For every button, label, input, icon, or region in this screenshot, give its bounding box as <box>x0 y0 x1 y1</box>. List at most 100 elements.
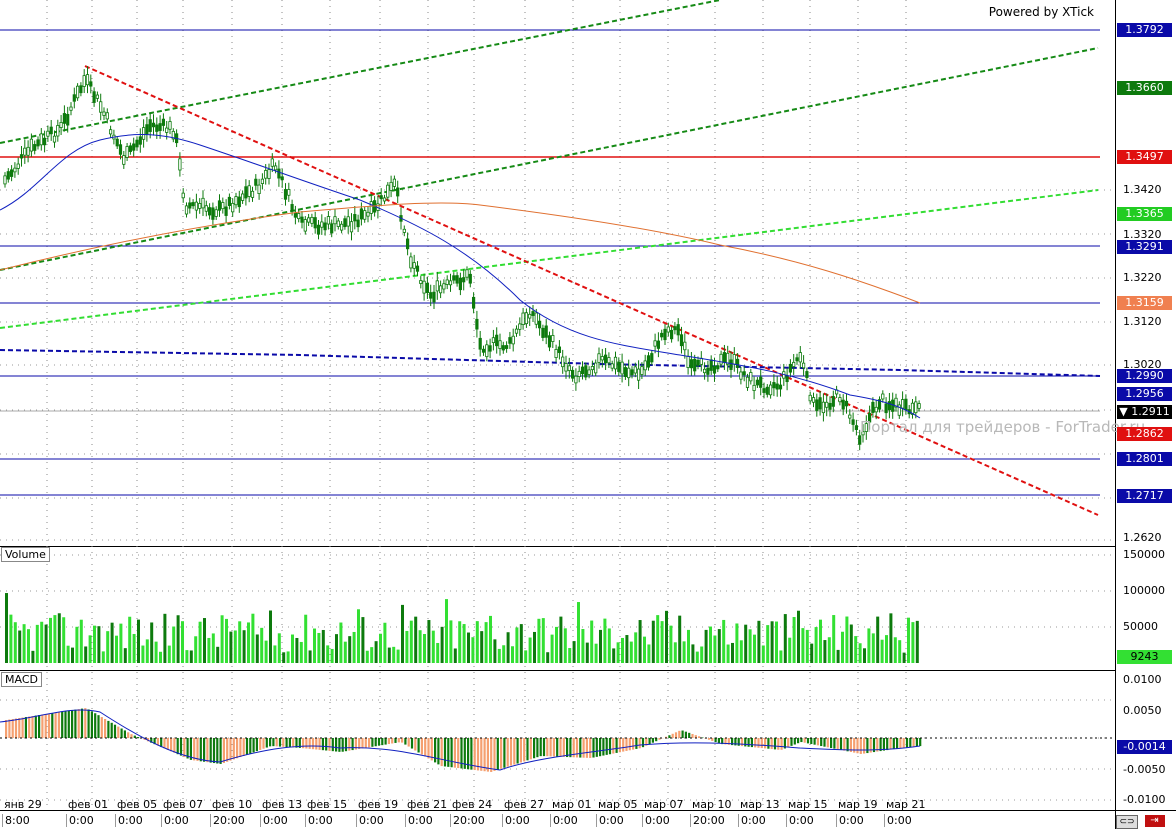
candle-body <box>795 357 799 362</box>
macd-bar <box>549 738 552 757</box>
macd-bar <box>186 738 189 759</box>
candle-body <box>178 158 182 171</box>
candle-body <box>85 74 90 86</box>
macd-bar <box>5 720 8 738</box>
candle-body <box>580 366 585 375</box>
candle-body <box>138 136 142 145</box>
candle-body <box>445 279 449 285</box>
price-tick: 1.3020 <box>1123 358 1162 371</box>
macd-bar <box>308 738 311 749</box>
macd-bar <box>651 738 654 743</box>
candle-body <box>914 401 918 414</box>
date-label: фев 19 <box>358 798 399 811</box>
price-tag: 1.3497 <box>1117 150 1172 164</box>
macd-tick: -0.0050 <box>1123 763 1166 776</box>
candle-body <box>646 355 651 368</box>
volume-pane-label: Volume <box>1 547 50 562</box>
time-label: 0:00 <box>405 814 433 827</box>
exit-icon[interactable]: ⇥ <box>1144 815 1165 827</box>
macd-bar <box>486 738 489 772</box>
candle-body <box>689 359 694 369</box>
price-tag: 1.3365 <box>1117 207 1172 221</box>
candle-body <box>719 353 723 365</box>
candle-body <box>511 335 515 345</box>
volume-bar <box>53 615 57 663</box>
macd-bar <box>615 738 618 753</box>
volume-bar <box>629 641 633 663</box>
macd-bar <box>44 714 47 738</box>
candle-body <box>841 399 845 410</box>
volume-bar <box>489 615 492 663</box>
macd-bar <box>638 738 641 749</box>
volume-bar <box>225 618 228 663</box>
volume-bar <box>357 609 360 663</box>
volume-bar <box>348 636 352 663</box>
candle-body <box>884 403 888 414</box>
candle-body <box>891 399 895 412</box>
candle-body <box>349 221 354 233</box>
candle-body <box>353 214 357 222</box>
macd-bar <box>856 738 859 754</box>
volume-bar <box>330 648 334 663</box>
candle-body <box>792 361 796 367</box>
macd-bar <box>863 738 866 754</box>
candle-body <box>590 366 595 371</box>
volume-bar <box>159 651 162 663</box>
volume-bar <box>251 613 255 663</box>
candle-body <box>191 202 195 207</box>
link-icon[interactable]: ⊂⊃ <box>1116 815 1138 829</box>
candle-body <box>709 359 713 371</box>
macd-bar <box>57 712 60 738</box>
volume-bar <box>110 622 114 663</box>
date-label: мар 21 <box>886 798 926 811</box>
macd-bar <box>490 738 493 772</box>
time-label: 0:00 <box>356 814 384 827</box>
macd-bar <box>203 738 206 762</box>
volume-bar <box>22 624 26 663</box>
volume-bar <box>75 626 79 663</box>
date-label: фев 01 <box>68 798 109 811</box>
volume-bar <box>581 629 585 663</box>
candle-body <box>894 397 898 408</box>
macd-bar <box>622 738 625 752</box>
macd-bar <box>503 738 506 768</box>
candle-body <box>755 379 760 386</box>
volume-bar <box>700 646 704 663</box>
candle-body <box>514 328 519 334</box>
macd-tick: 0.0100 <box>1123 673 1162 686</box>
macd-bar <box>747 738 750 747</box>
candle-body <box>736 358 740 368</box>
candle-body <box>633 366 637 374</box>
candle-body <box>541 327 545 338</box>
price-tag: 1.3660 <box>1117 81 1172 95</box>
candle-body <box>706 367 710 375</box>
price-tick: 1.3120 <box>1123 315 1162 328</box>
macd-bar <box>344 738 348 752</box>
candle-body <box>264 170 268 179</box>
candle-body <box>257 184 261 195</box>
volume-bar <box>761 645 765 663</box>
candle-body <box>39 133 43 146</box>
volume-bar <box>361 617 365 663</box>
macd-bar <box>496 738 499 770</box>
volume-bar <box>418 630 422 663</box>
candle-body <box>171 130 175 140</box>
candle-body <box>917 403 921 409</box>
candle-body <box>141 127 146 140</box>
macd-bar <box>592 738 595 758</box>
macd-bar <box>698 736 701 738</box>
candle-body <box>897 404 901 416</box>
candle-body <box>877 399 882 410</box>
macd-bar <box>552 738 555 757</box>
candle-body <box>528 313 532 319</box>
candle-body <box>419 280 423 284</box>
macd-bar <box>381 738 384 746</box>
volume-bar <box>106 631 110 663</box>
macd-bar <box>582 738 585 758</box>
macd-bar <box>321 738 324 751</box>
macd-bar <box>579 738 582 758</box>
volume-bar <box>304 614 308 663</box>
volume-bar <box>194 636 198 663</box>
macd-bar <box>836 738 839 750</box>
